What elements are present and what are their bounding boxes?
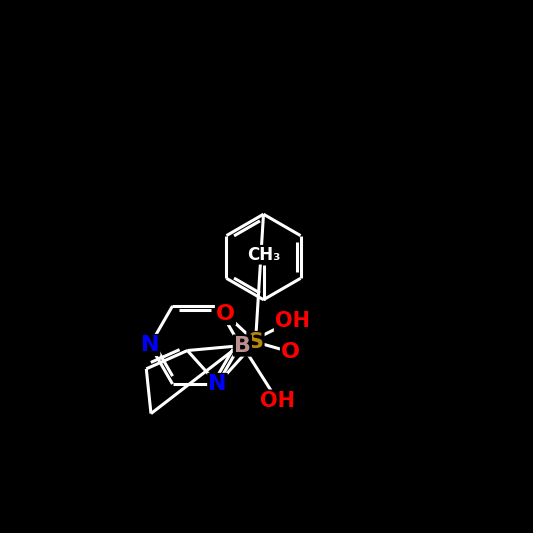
Text: N: N [208,374,227,394]
Text: OH: OH [275,311,310,330]
Text: S: S [247,332,263,352]
Text: O: O [281,342,300,362]
Text: CH₃: CH₃ [247,246,280,264]
Text: B: B [234,336,251,356]
Text: N: N [141,335,159,355]
Text: OH: OH [260,391,295,410]
Text: O: O [216,304,235,324]
